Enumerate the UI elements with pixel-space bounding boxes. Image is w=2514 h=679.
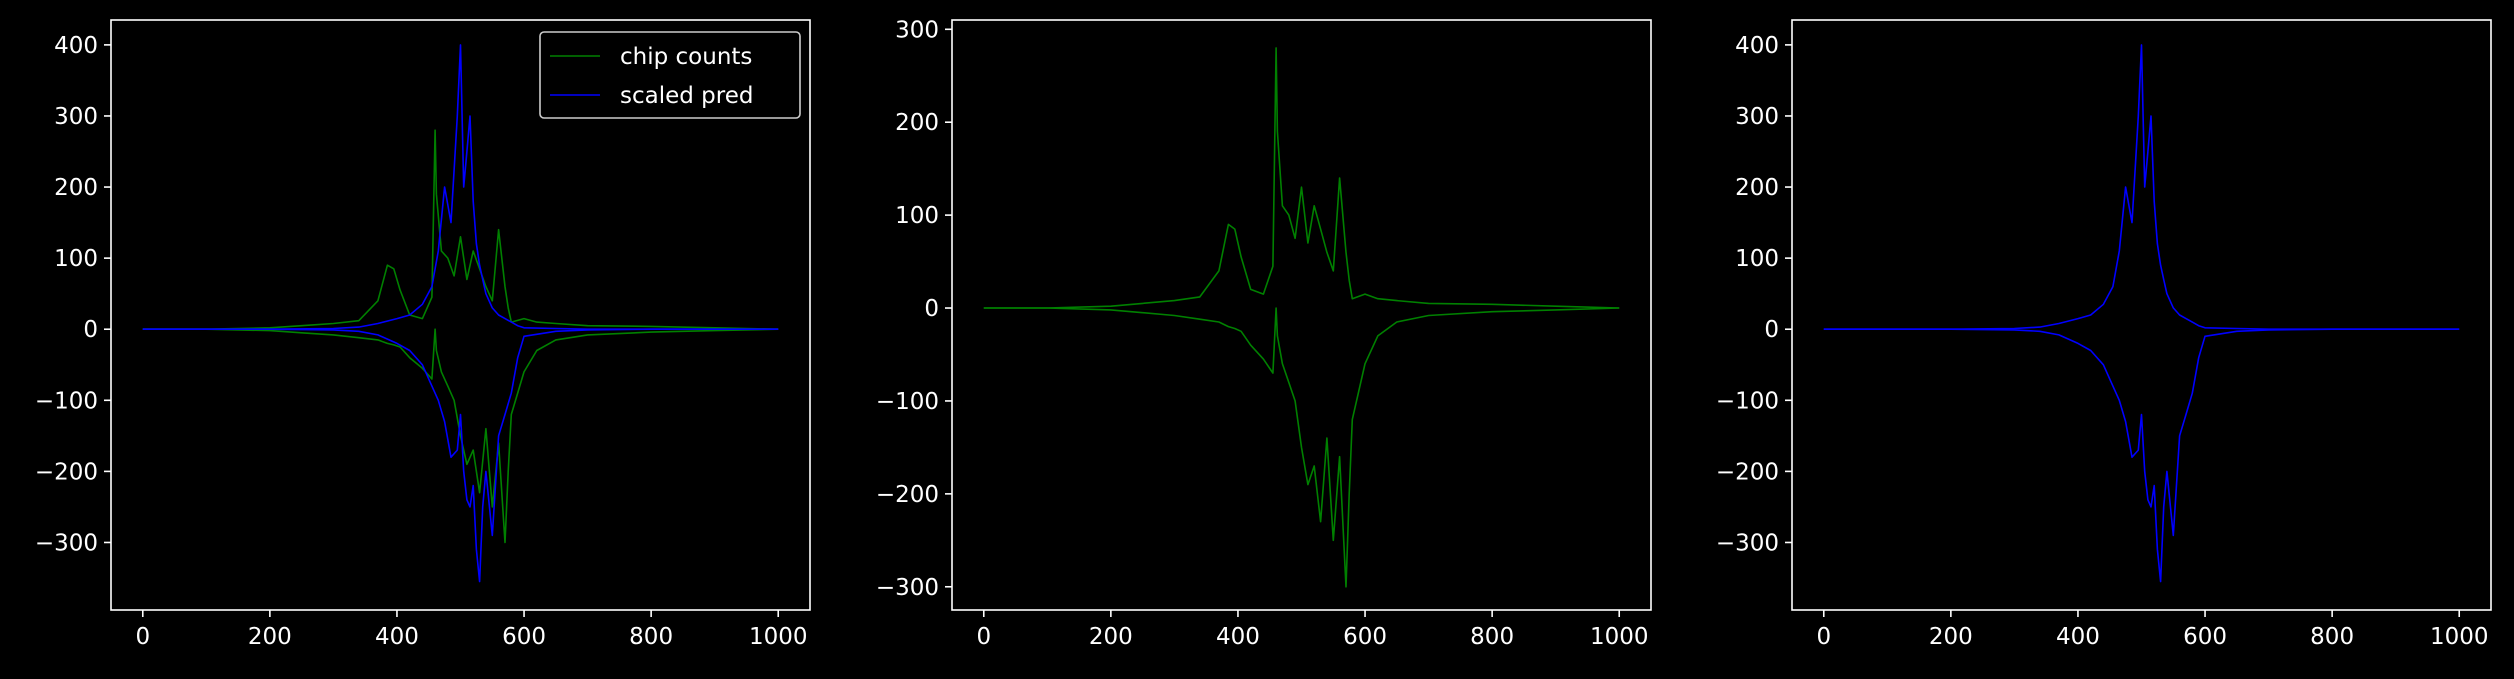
x-tick-label: 800 <box>629 624 673 650</box>
y-tick-label: 100 <box>1735 246 1779 272</box>
chart-panel-2: 0 200 400 600 800 1000 −300 −200 −100 0 100 200 300 <box>876 17 1652 650</box>
x-tick-label: 400 <box>1216 624 1260 650</box>
x-tick-label: 1000 <box>1590 624 1649 650</box>
x-tick-label: 1000 <box>749 624 808 650</box>
y-tick-label: 300 <box>895 17 939 43</box>
legend: chip counts scaled pred <box>539 31 801 119</box>
chart-panel-3: 0 200 400 600 800 1000 −300 −200 −100 0 100 200 300 4… <box>1716 19 2492 650</box>
x-tick-label: 400 <box>375 624 419 650</box>
y-tick-label: −100 <box>1716 388 1779 414</box>
y-tick-label: −100 <box>35 388 98 414</box>
legend-label: chip counts <box>620 44 752 70</box>
x-tick-label: 0 <box>1816 624 1831 650</box>
x-tick-label: 1000 <box>2430 624 2489 650</box>
legend-box <box>539 31 801 119</box>
x-tick-label: 800 <box>1470 624 1514 650</box>
x-tick-label: 600 <box>502 624 546 650</box>
y-tick-label: −100 <box>876 389 939 415</box>
y-tick-label: −200 <box>35 459 98 485</box>
y-tick-label: 200 <box>895 110 939 136</box>
series-line-1-lower <box>983 307 1620 588</box>
axes-frame <box>1791 19 2492 611</box>
y-tick-label: −300 <box>876 575 939 601</box>
x-tick-label: 0 <box>976 624 991 650</box>
x-tick-label: 400 <box>2056 624 2100 650</box>
y-tick-label: 100 <box>895 203 939 229</box>
y-tick-label: 200 <box>54 175 98 201</box>
y-tick-label: −200 <box>1716 459 1779 485</box>
series-line-1-upper <box>983 47 1620 309</box>
series-line-2-lower <box>142 328 779 583</box>
legend-label: scaled pred <box>620 83 753 109</box>
axes-frame <box>951 19 1652 611</box>
x-tick-label: 200 <box>1089 624 1133 650</box>
y-tick-label: 0 <box>924 296 939 322</box>
series-line-1-lower <box>142 328 779 544</box>
axes-frame <box>110 19 811 611</box>
x-tick-label: 600 <box>2183 624 2227 650</box>
y-tick-label: −300 <box>35 530 98 556</box>
series-line-1-upper <box>142 129 779 331</box>
y-tick-label: 300 <box>1735 104 1779 130</box>
x-tick-label: 800 <box>2310 624 2354 650</box>
y-tick-label: −200 <box>876 482 939 508</box>
series-line-1-upper <box>1823 44 2460 331</box>
y-tick-label: 100 <box>54 246 98 272</box>
chart-panel-1: 0 200 400 600 800 1000 −300 −200 −100 0 100 200 300 4… <box>35 19 811 650</box>
x-tick-label: 600 <box>1343 624 1387 650</box>
series-line-2-upper <box>142 44 779 331</box>
y-tick-label: 400 <box>1735 33 1779 59</box>
y-tick-label: 300 <box>54 104 98 130</box>
y-tick-label: 0 <box>83 317 98 343</box>
x-tick-label: 200 <box>248 624 292 650</box>
x-tick-label: 200 <box>1929 624 1973 650</box>
y-tick-label: −300 <box>1716 530 1779 556</box>
series-line-1-lower <box>1823 328 2460 583</box>
y-tick-label: 0 <box>1764 317 1779 343</box>
x-tick-label: 0 <box>135 624 150 650</box>
y-tick-label: 400 <box>54 33 98 59</box>
y-tick-label: 200 <box>1735 175 1779 201</box>
